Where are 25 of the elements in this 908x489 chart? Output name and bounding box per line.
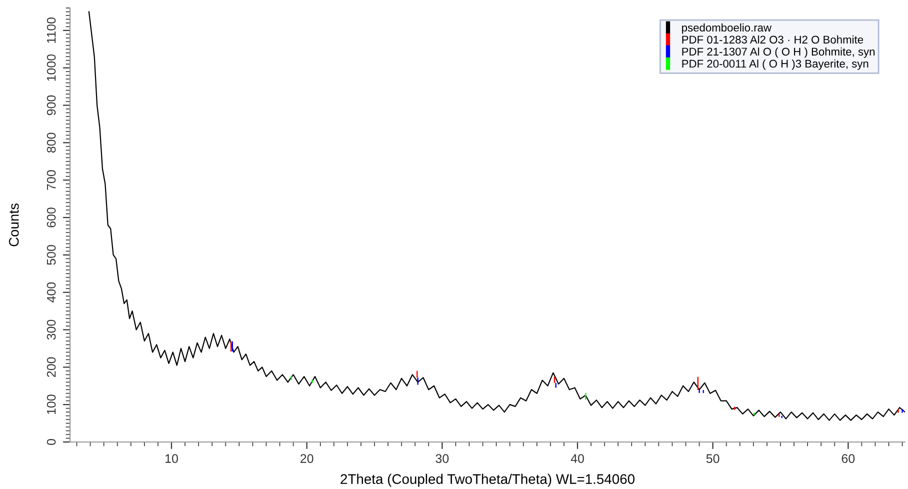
y-tick-label: 0 [46,439,56,445]
y-tick-label: 600 [46,208,56,228]
x-tick-label: 50 [706,454,720,463]
x-tick-label: 60 [842,454,855,463]
legend-label: psedomboelio.raw [682,23,772,34]
y-tick-label: 200 [46,357,56,377]
y-tick-label: 800 [46,132,56,153]
x-tick-label: 10 [166,454,178,463]
line-series [88,11,905,421]
legend-label: PDF 21-1307 Al O ( O H ) Bohmite, syn [682,47,875,58]
x-tick-label: 40 [570,454,584,463]
x-tick-label: 30 [436,454,449,463]
y-tick-label: 300 [46,320,56,340]
y-tick-label: 100 [46,394,56,414]
y-tick-label: 1000 [46,54,56,81]
x-tick-label: 20 [300,454,314,463]
y-axis-title: Counts [8,203,19,246]
y-tick-label: 700 [46,170,56,190]
y-tick-label: 500 [46,244,56,265]
legend-label: PDF 20-0011 Al ( O H )3 Bayerite, syn [682,59,868,70]
y-tick-label: 1100 [46,17,56,43]
x-axis-title: 2Theta (Coupled TwoTheta/Theta) WL=1.54060 [340,474,635,487]
y-tick-label: 900 [46,95,56,116]
y-tick-label: 400 [46,282,56,302]
legend-label: PDF 01-1283 Al2 O3 · H2 O Bohmite [682,35,864,44]
